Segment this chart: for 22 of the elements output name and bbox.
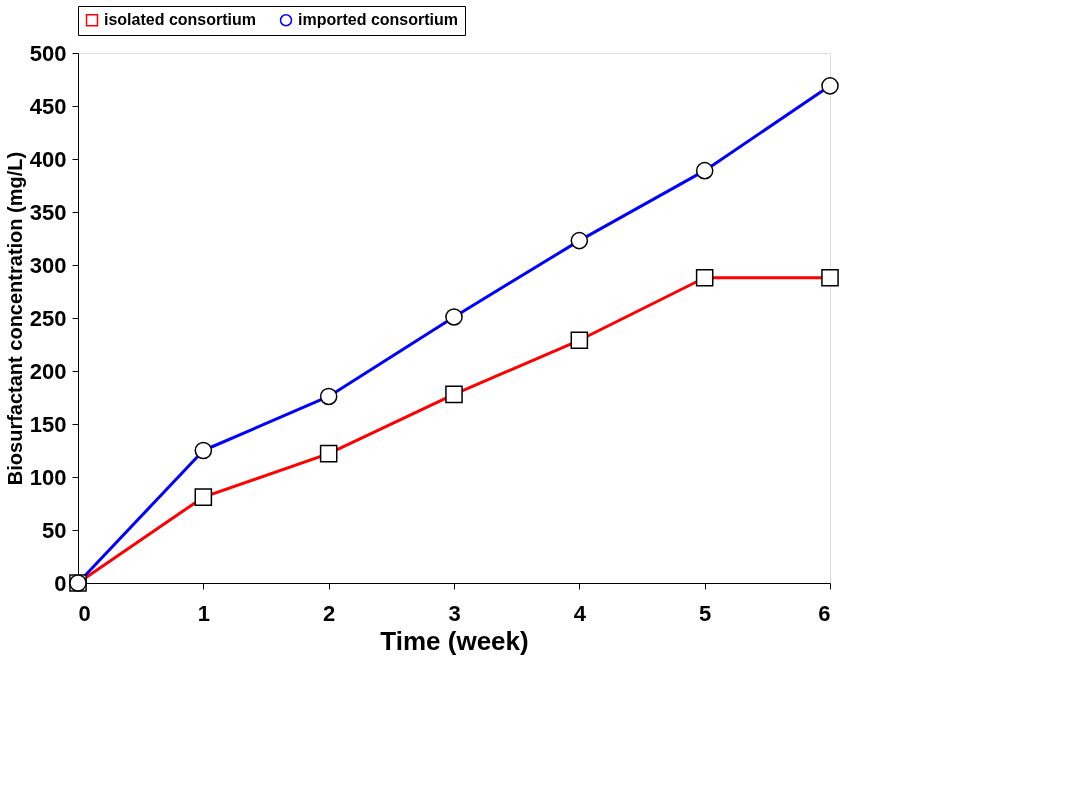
legend-label: isolated consortium: [104, 11, 257, 29]
x-tick-label: 1: [197, 600, 210, 626]
y-tick-label: 500: [29, 40, 67, 66]
y-tick-label: 250: [29, 305, 67, 331]
y-tick-label: 300: [29, 252, 67, 278]
legend-label: imported consortium: [298, 11, 459, 29]
y-tick-label: 450: [29, 93, 67, 119]
x-tick-label: 6: [818, 600, 831, 626]
y-tick-label: 0: [54, 570, 67, 596]
x-axis-title: Time (week): [380, 625, 529, 656]
y-tick-label: 50: [42, 517, 67, 543]
x-tick-label: 2: [323, 600, 336, 626]
y-tick-label: 100: [29, 464, 67, 490]
y-tick-label: 150: [29, 411, 67, 437]
x-tick-label: 5: [699, 600, 712, 626]
x-tick-label: 3: [448, 600, 461, 626]
y-tick-label: 200: [29, 358, 67, 384]
y-axis-title: Biosurfactant concentration (mg/L): [3, 151, 26, 486]
x-tick-label: 0: [78, 600, 91, 626]
y-tick-label: 400: [29, 146, 67, 172]
x-tick-label: 4: [573, 600, 587, 626]
y-tick-label: 350: [29, 199, 67, 225]
